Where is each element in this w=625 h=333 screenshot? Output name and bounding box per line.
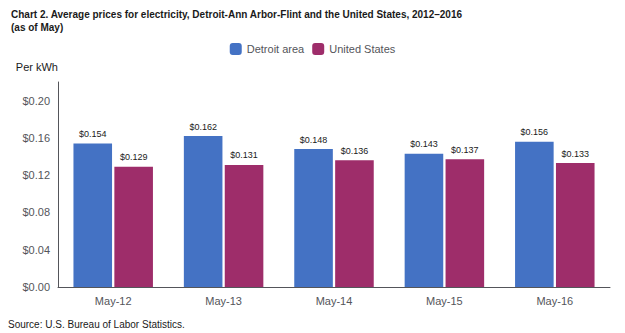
svg-text:$0.136: $0.136 [341, 146, 369, 156]
svg-text:Chart 2. Average prices for el: Chart 2. Average prices for electricity,… [11, 9, 462, 20]
svg-text:$0.156: $0.156 [521, 127, 549, 137]
svg-text:$0.08: $0.08 [22, 206, 50, 218]
svg-text:May-16: May-16 [536, 295, 573, 307]
svg-text:$0.04: $0.04 [22, 244, 50, 256]
svg-text:$0.133: $0.133 [561, 149, 589, 159]
svg-text:United States: United States [329, 43, 396, 55]
svg-text:Detroit area: Detroit area [247, 43, 305, 55]
svg-text:May-14: May-14 [316, 295, 353, 307]
svg-text:Per kWh: Per kWh [16, 61, 58, 73]
svg-text:$0.12: $0.12 [22, 169, 50, 181]
svg-text:$0.131: $0.131 [230, 150, 258, 160]
svg-text:May-13: May-13 [205, 295, 242, 307]
svg-text:$0.148: $0.148 [300, 135, 328, 145]
svg-text:$0.00: $0.00 [22, 281, 50, 293]
svg-text:(as of May): (as of May) [11, 22, 63, 33]
svg-text:$0.16: $0.16 [22, 132, 50, 144]
svg-text:$0.143: $0.143 [410, 139, 438, 149]
svg-text:Source: U.S. Bureau of Labor S: Source: U.S. Bureau of Labor Statistics. [8, 319, 185, 330]
svg-text:$0.129: $0.129 [120, 152, 148, 162]
svg-text:May-12: May-12 [95, 295, 132, 307]
svg-text:$0.137: $0.137 [451, 145, 479, 155]
svg-text:$0.162: $0.162 [189, 122, 217, 132]
svg-text:$0.154: $0.154 [79, 129, 107, 139]
svg-text:$0.20: $0.20 [22, 95, 50, 107]
svg-text:May-15: May-15 [426, 295, 463, 307]
